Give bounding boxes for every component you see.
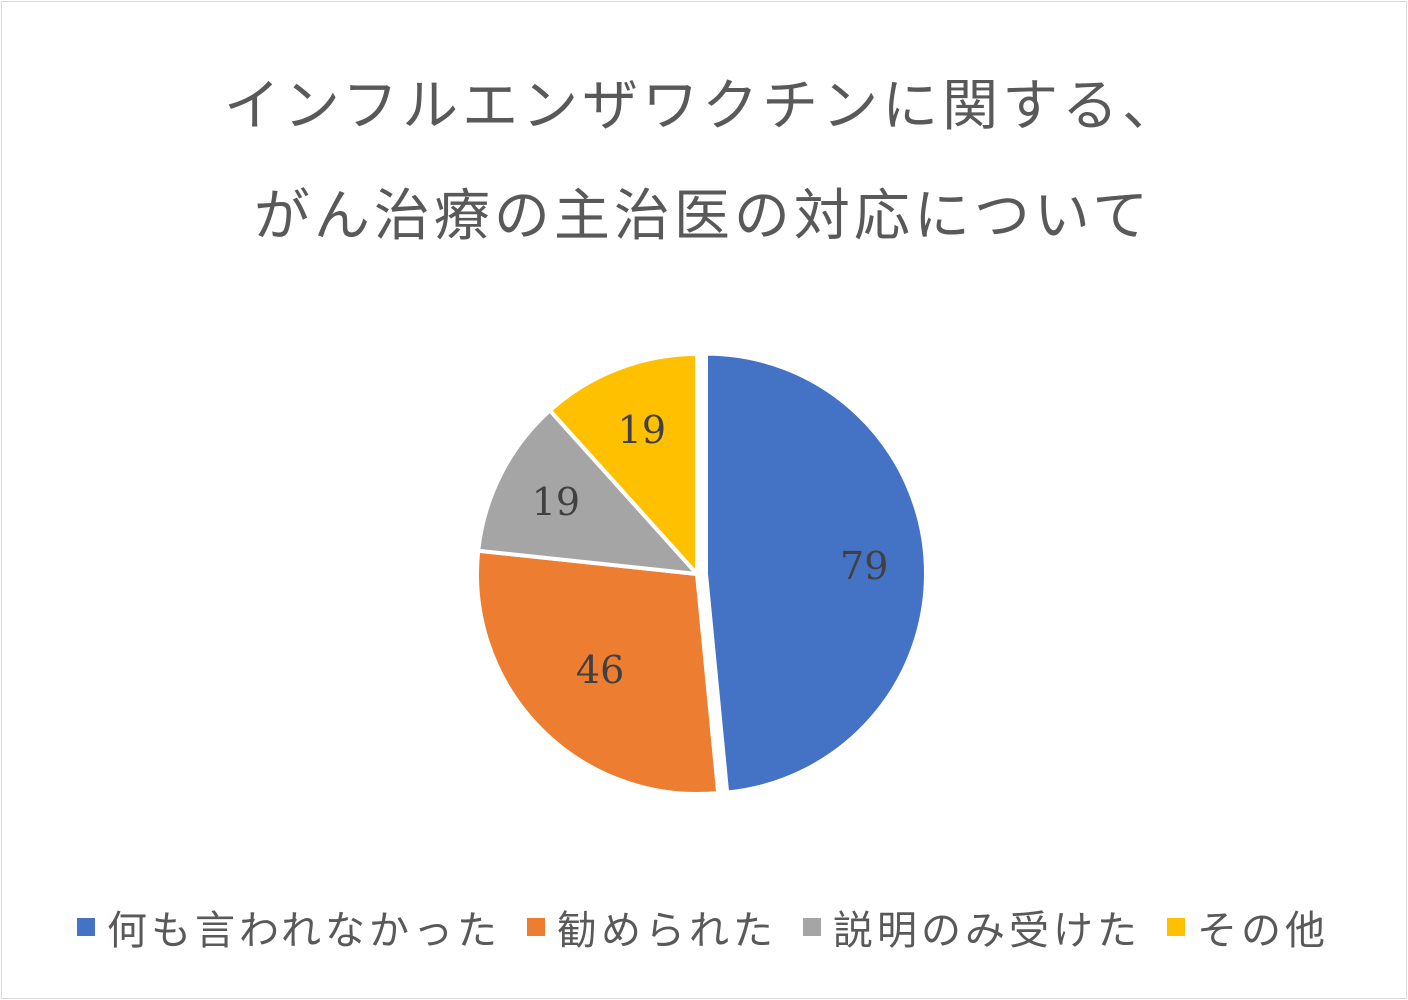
legend-item-nothing-said[interactable]: 何も言われなかった <box>77 898 501 956</box>
legend-swatch-other <box>1167 918 1185 936</box>
legend-label-recommended: 勧められた <box>557 908 777 954</box>
chart-title-line-1: インフルエンザワクチンに関する、 <box>223 74 1183 139</box>
data-label-explanation-only: 19 <box>532 480 580 524</box>
legend-label-nothing-said: 何も言われなかった <box>107 908 501 954</box>
data-label-recommended: 46 <box>576 648 624 692</box>
pie-slice-recommended[interactable] <box>475 548 721 796</box>
pie-chart: 79 46 19 19 <box>475 351 928 796</box>
chart-title: インフルエンザワクチンに関する、 がん治療の主治医の対応について <box>0 52 1406 272</box>
legend-label-other: その他 <box>1197 908 1329 954</box>
data-label-other: 19 <box>618 408 666 452</box>
legend-swatch-nothing-said <box>77 918 95 936</box>
chart-title-line-2: がん治療の主治医の対応について <box>253 184 1153 249</box>
legend-item-recommended[interactable]: 勧められた <box>527 898 777 956</box>
legend: 何も言われなかった 勧められた 説明のみ受けた その他 <box>0 895 1406 959</box>
pie-slice-nothing-said[interactable] <box>703 351 928 795</box>
data-label-nothing-said: 79 <box>840 544 888 588</box>
legend-item-explanation-only[interactable]: 説明のみ受けた <box>803 898 1141 956</box>
legend-swatch-explanation-only <box>803 918 821 936</box>
legend-label-explanation-only: 説明のみ受けた <box>833 908 1141 954</box>
legend-swatch-recommended <box>527 918 545 936</box>
legend-item-other[interactable]: その他 <box>1167 898 1329 956</box>
pie-slice-other[interactable] <box>547 352 699 576</box>
pie-slice-explanation-only[interactable] <box>476 408 699 576</box>
